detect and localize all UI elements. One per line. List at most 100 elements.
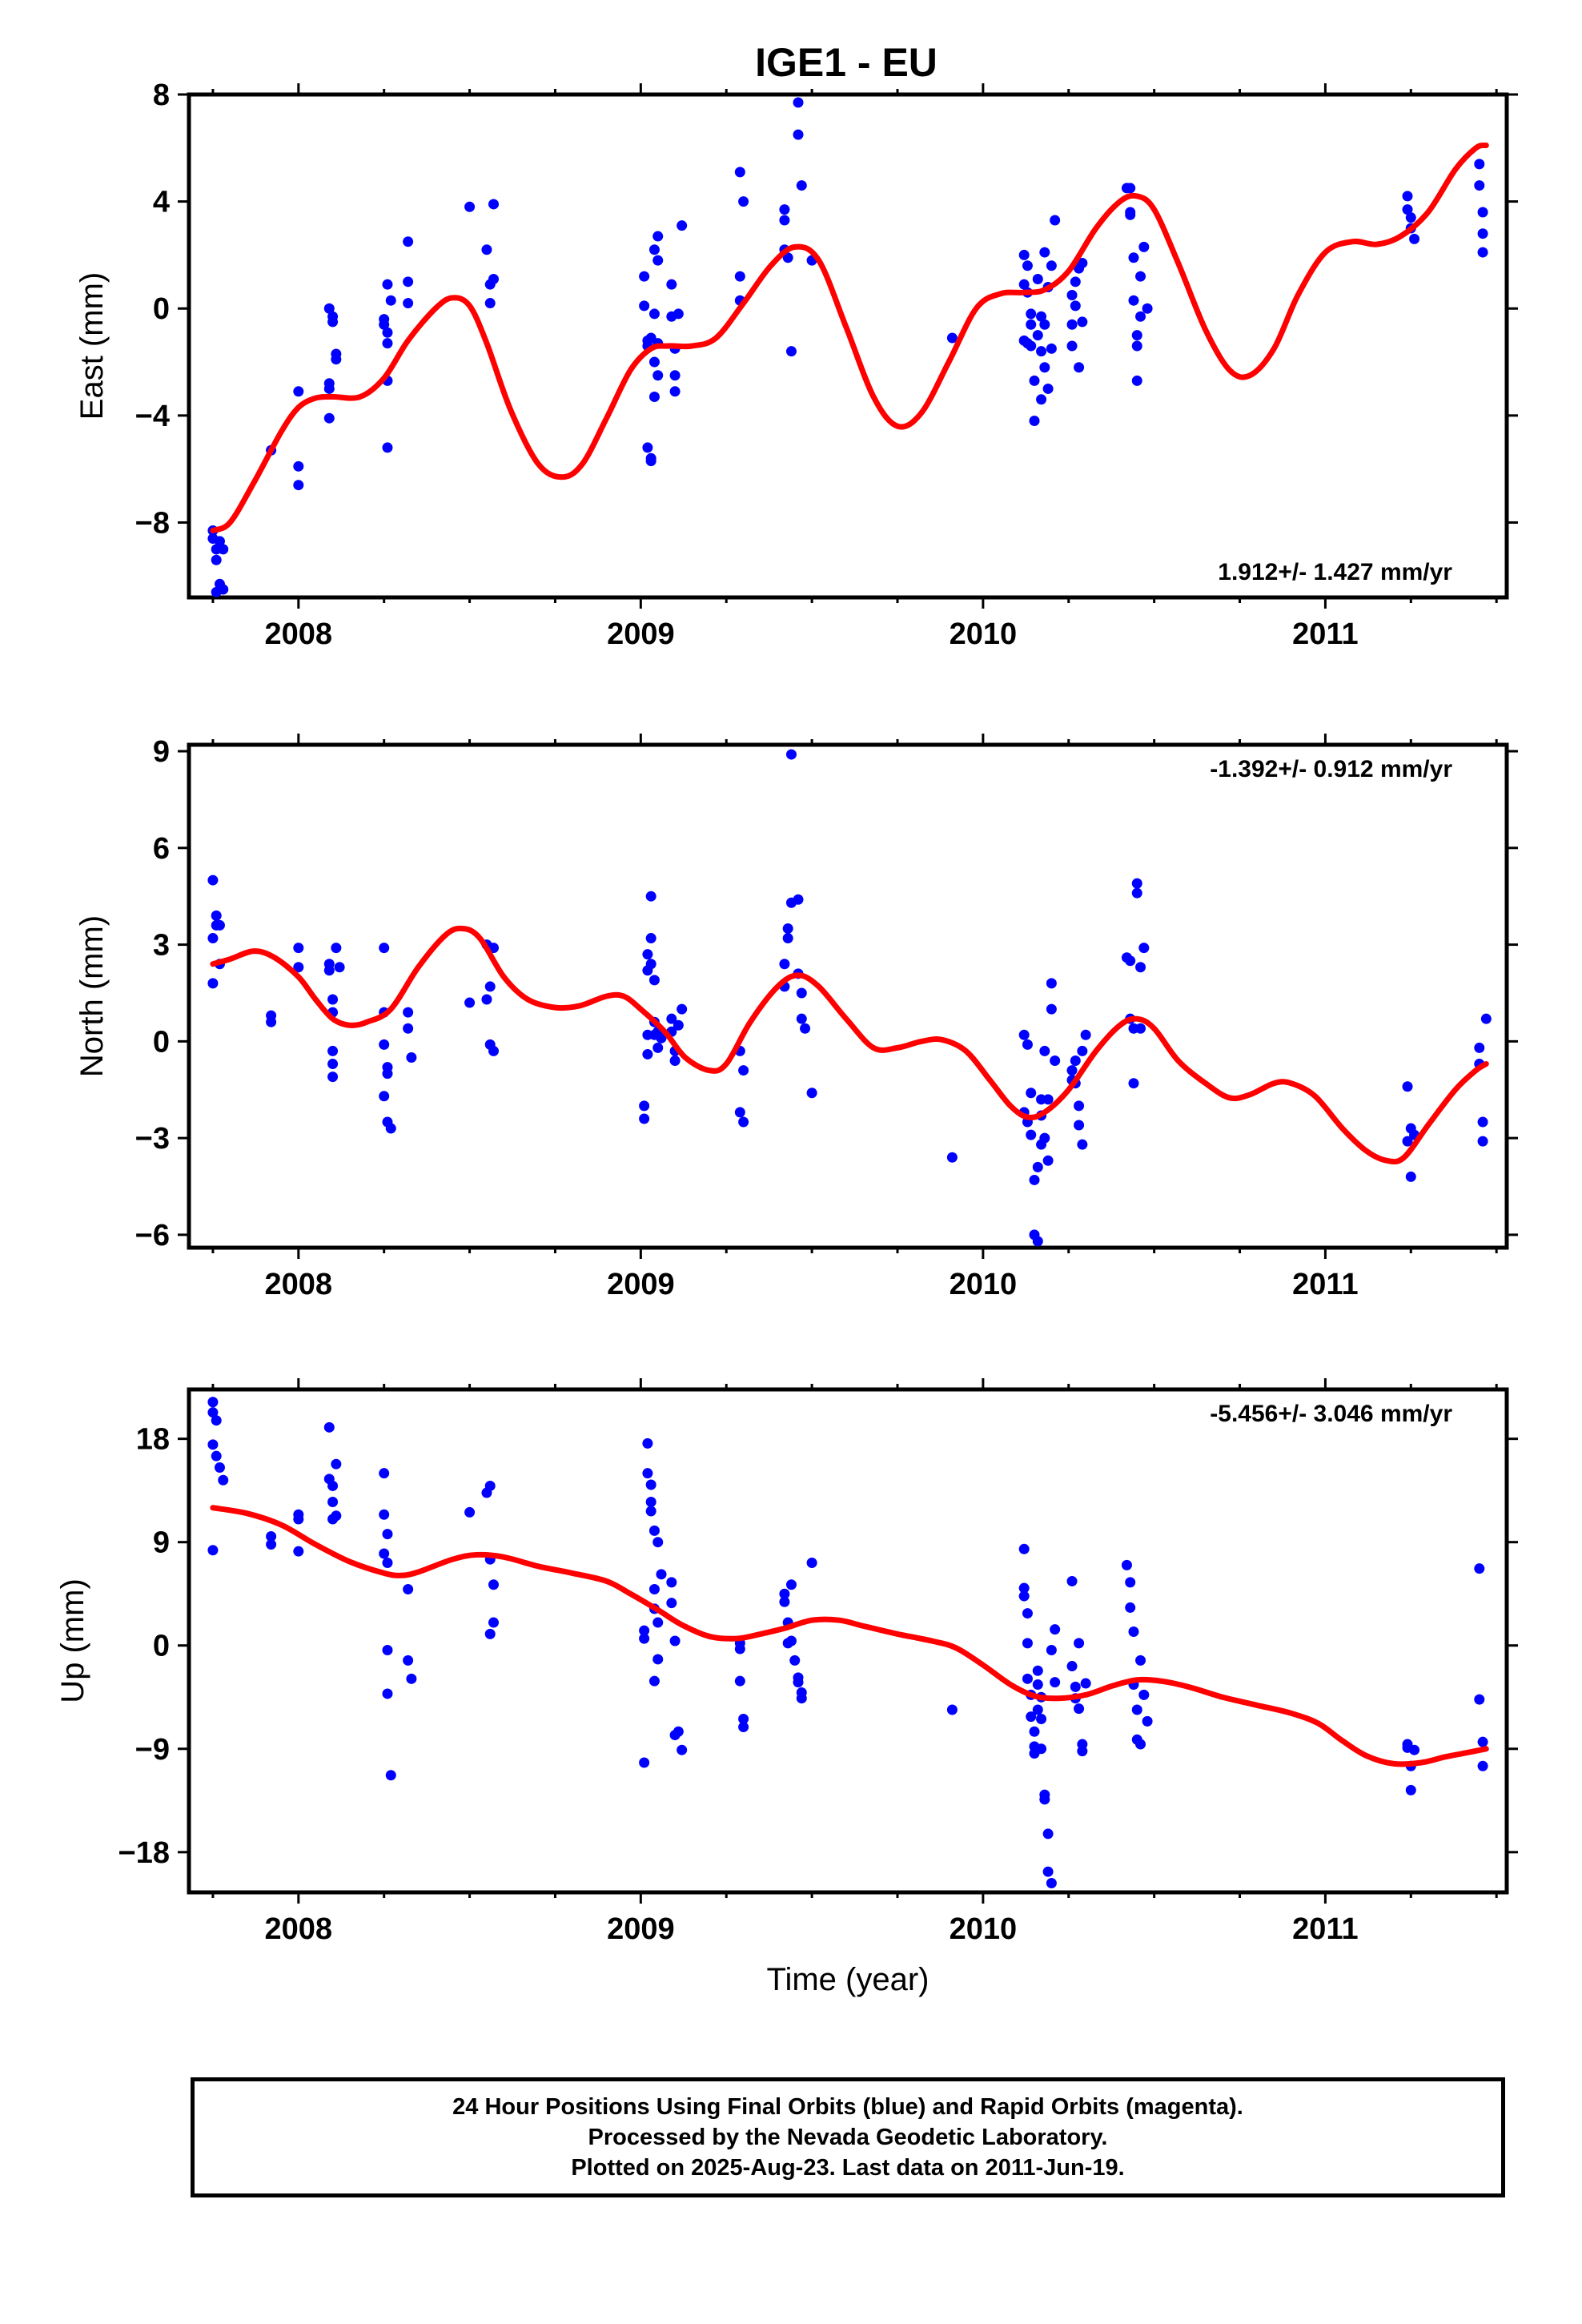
up-data-point [1125,1577,1136,1588]
east-data-point [1477,207,1488,218]
east-data-point [323,383,335,394]
east-data-point [1477,247,1488,258]
north-data-point [1405,1171,1416,1182]
up-data-point [1070,1681,1081,1692]
north-y-axis-label: North (mm) [74,915,110,1077]
east-data-point [464,201,476,212]
east-data-point [403,276,414,287]
up-data-point [488,1579,500,1590]
up-data-point [1128,1626,1139,1638]
east-data-point [385,295,396,306]
north-data-point [677,1003,688,1015]
north-data-point [639,1113,650,1124]
east-plot-frame [187,92,1509,600]
up-data-point [207,1545,219,1556]
north-data-point [379,1039,390,1050]
north-data-point [1077,1045,1088,1056]
up-data-point [645,1506,656,1517]
north-data-point [1022,1039,1033,1050]
up-data-point [293,1546,304,1557]
north-data-point [782,923,793,934]
up-data-point [1074,1638,1085,1649]
east-data-point [1026,308,1037,320]
up-data-point [382,1688,393,1699]
north-data-point [1135,1023,1146,1034]
east-data-point [382,338,393,349]
east-data-point [327,316,339,328]
east-data-point [1474,159,1485,170]
up-data-point [379,1548,390,1559]
north-data-point [656,1032,667,1043]
north-data-point [1402,1136,1413,1147]
up-data-point [648,1525,660,1536]
east-data-point [648,308,660,320]
east-data-point [645,452,656,464]
up-data-point [656,1569,667,1580]
east-data-point [1050,215,1061,226]
north-data-point [1018,1029,1030,1040]
east-data-point [1018,279,1030,290]
east-data-point [293,480,304,491]
east-data-point [1142,303,1153,314]
north-data-point [734,1107,745,1118]
up-y-tick-label: −18 [118,1836,170,1870]
up-data-point [1135,1739,1146,1750]
north-data-point [266,1016,277,1027]
north-data-point [327,994,339,1005]
north-data-point [1050,1055,1061,1067]
up-data-point [639,1633,650,1644]
up-data-point [218,1474,229,1486]
east-plot-area [207,97,1489,597]
north-data-point [211,910,222,921]
up-data-point [1046,1644,1057,1655]
north-data-point [1039,1132,1050,1144]
up-data-point [1077,1746,1088,1757]
up-data-point [484,1480,496,1491]
east-data-point [1125,183,1136,194]
east-data-point [642,442,653,453]
up-x-tick-label: 2008 [265,1912,333,1946]
east-data-point [323,412,335,424]
east-data-point [793,97,804,108]
east-data-point [488,273,500,284]
up-data-point [1474,1563,1485,1574]
up-data-point [1066,1575,1078,1586]
up-data-point [382,1558,393,1569]
north-data-point [1077,1139,1088,1150]
north-trend-line [210,925,1489,1165]
up-data-point [1026,1711,1037,1723]
east-data-point [796,180,807,191]
north-data-point [796,987,807,999]
north-data-point [293,943,304,954]
north-data-point [293,962,304,973]
up-data-point [385,1770,396,1781]
east-data-point [1131,340,1142,352]
east-data-point [382,279,393,290]
east-data-point [218,544,229,555]
up-data-point [1032,1665,1043,1676]
north-data-point [488,1045,500,1056]
up-data-point [1029,1726,1040,1737]
up-data-point [677,1744,688,1755]
east-x-tick-label: 2010 [950,617,1018,651]
north-data-point [1042,1094,1054,1105]
north-data-point [673,1019,684,1031]
up-data-point [1050,1624,1061,1635]
east-y-tick-label: 0 [153,292,170,326]
east-data-point [648,244,660,255]
up-data-point [406,1673,417,1684]
north-data-point [207,978,219,989]
north-data-point [1402,1081,1413,1092]
north-data-point [806,1088,817,1099]
north-data-point [1066,1065,1078,1076]
east-data-point [1070,276,1081,287]
east-data-point [1077,316,1088,328]
north-data-point [1477,1136,1488,1147]
east-x-tick-label: 2008 [265,617,333,651]
east-data-point [652,255,664,266]
east-trend-line [210,142,1489,533]
north-data-point [406,1051,417,1063]
north-data-point [642,949,653,960]
east-data-point [652,231,664,242]
north-data-point [639,1100,650,1112]
